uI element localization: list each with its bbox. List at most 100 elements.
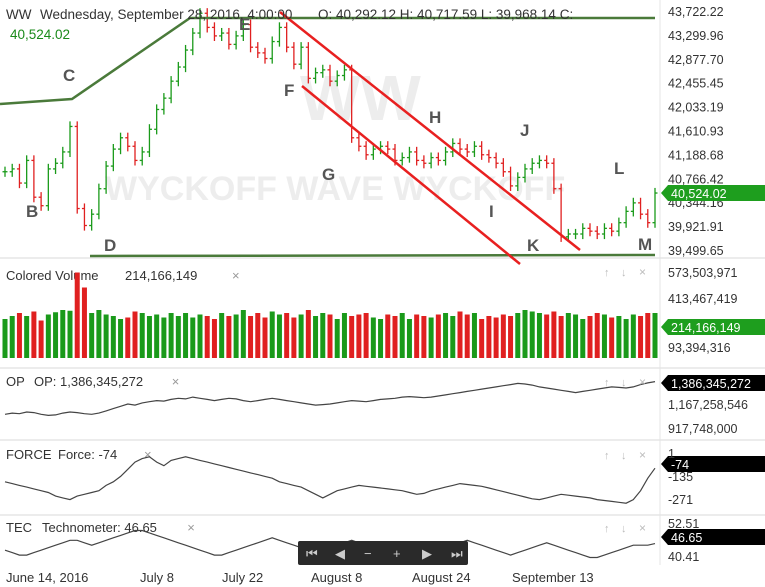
tec-badge	[661, 529, 765, 545]
volume-bar	[313, 316, 319, 358]
op-close-icon[interactable]: ×	[172, 374, 180, 389]
volume-bar	[2, 319, 8, 358]
panel-close-icon[interactable]: ×	[639, 521, 646, 535]
volume-bar	[305, 310, 311, 358]
panel-move-up-icon[interactable]: ↑	[604, 523, 610, 535]
op-panel-title: OP	[6, 374, 25, 389]
volume-bar	[74, 272, 80, 358]
panel-move-down-icon[interactable]: ↓	[621, 377, 627, 389]
op-line	[4, 381, 656, 417]
volume-bar	[609, 317, 615, 358]
panel-move-up-icon[interactable]: ↑	[604, 377, 610, 389]
next-icon[interactable]: ▶	[422, 546, 432, 561]
tec-close-icon[interactable]: ×	[187, 520, 195, 535]
volume-bar	[594, 313, 600, 358]
plus-icon[interactable]: +	[393, 546, 401, 561]
panel-move-down-icon[interactable]: ↓	[621, 267, 627, 279]
volume-bar	[81, 287, 87, 358]
volume-bar	[24, 316, 30, 358]
price-axis-tick: 42,455.45	[668, 77, 724, 91]
volume-bar	[428, 317, 434, 358]
volume-bar	[60, 310, 66, 358]
channel-line-upper	[279, 11, 581, 251]
force-panel-value: Force: -74	[58, 447, 117, 462]
panel-move-down-icon[interactable]: ↓	[621, 450, 627, 462]
volume-bar	[45, 314, 51, 358]
volume-bar	[464, 314, 470, 358]
volume-bar	[132, 311, 138, 358]
volume-bar	[67, 310, 73, 358]
volume-bar	[197, 314, 203, 358]
price-badge	[661, 185, 765, 201]
volume-bar	[168, 313, 174, 358]
wave-label-E: E	[239, 15, 250, 34]
volume-bar	[183, 313, 189, 358]
volume-bar	[457, 311, 463, 358]
volume-bar	[406, 319, 412, 358]
volume-bar	[53, 312, 59, 358]
volume-bar	[471, 313, 477, 358]
volume-badge	[661, 319, 765, 335]
volume-bar	[190, 317, 196, 358]
volume-bar	[262, 317, 268, 358]
volume-close-icon[interactable]: ×	[232, 268, 240, 283]
panel-move-up-icon[interactable]: ↑	[604, 450, 610, 462]
wave-label-D: D	[104, 236, 116, 255]
volume-bar	[580, 319, 586, 358]
volume-bar	[378, 319, 384, 358]
op-badge-value: 1,386,345,272	[671, 377, 751, 391]
volume-bar	[327, 314, 333, 358]
volume-bar	[154, 314, 160, 358]
price-axis-tick: 42,877.70	[668, 53, 724, 67]
x-axis-tick: June 14, 2016	[6, 570, 88, 585]
volume-bar	[508, 316, 514, 358]
last-icon[interactable]: ⏭	[451, 546, 463, 561]
volume-bar	[125, 317, 131, 358]
header-ohlc: O: 40,292.12 H: 40,717.59 L: 39,968.14 C…	[318, 7, 573, 22]
symbol-title: WW	[6, 7, 32, 22]
volume-bar	[204, 316, 210, 358]
volume-bar	[31, 311, 37, 358]
x-axis-tick: July 22	[222, 570, 263, 585]
panel-move-down-icon[interactable]: ↓	[621, 523, 627, 535]
first-icon[interactable]: ⏮	[306, 546, 318, 561]
force-close-icon[interactable]: ×	[144, 447, 152, 462]
volume-bar	[443, 313, 449, 358]
op-panel-value: OP: 1,386,345,272	[34, 374, 143, 389]
volume-bar	[493, 317, 499, 358]
volume-bar	[89, 313, 95, 358]
panel-close-icon[interactable]: ×	[639, 375, 646, 389]
volume-bar	[219, 313, 225, 358]
price-axis-tick: 43,722.22	[668, 5, 724, 19]
volume-panel-title: Colored Volume	[6, 268, 99, 283]
volume-bar	[638, 316, 644, 358]
panel-close-icon[interactable]: ×	[639, 265, 646, 279]
x-axis-tick: August 8	[311, 570, 362, 585]
volume-bar	[630, 314, 636, 358]
volume-bar	[233, 314, 239, 358]
price-axis-tick: 39,499.65	[668, 244, 724, 258]
panel-move-up-icon[interactable]: ↑	[604, 267, 610, 279]
force-axis-tick: -135	[668, 470, 693, 484]
volume-bar	[161, 317, 167, 358]
volume-axis-tick: 573,503,971	[668, 266, 738, 280]
prev-icon[interactable]: ◀	[335, 546, 345, 561]
volume-bar	[623, 319, 629, 358]
tec-axis-tick: 52.51	[668, 517, 699, 531]
minus-icon[interactable]: −	[364, 546, 372, 561]
panel-close-icon[interactable]: ×	[639, 448, 646, 462]
volume-bar	[16, 313, 22, 358]
volume-bar	[110, 316, 116, 358]
wave-label-I: I	[489, 202, 494, 221]
volume-bar	[341, 313, 347, 358]
op-axis-tick: 1,167,258,546	[668, 398, 748, 412]
volume-bar	[479, 319, 485, 358]
wave-label-F: F	[284, 81, 294, 100]
trend-line-upper	[0, 16, 655, 106]
tec-axis-tick: 40.41	[668, 550, 699, 564]
volume-bar	[226, 316, 232, 358]
price-badge-value: 40,524.02	[671, 187, 727, 201]
volume-bar	[139, 313, 145, 358]
volume-bar	[175, 316, 181, 358]
